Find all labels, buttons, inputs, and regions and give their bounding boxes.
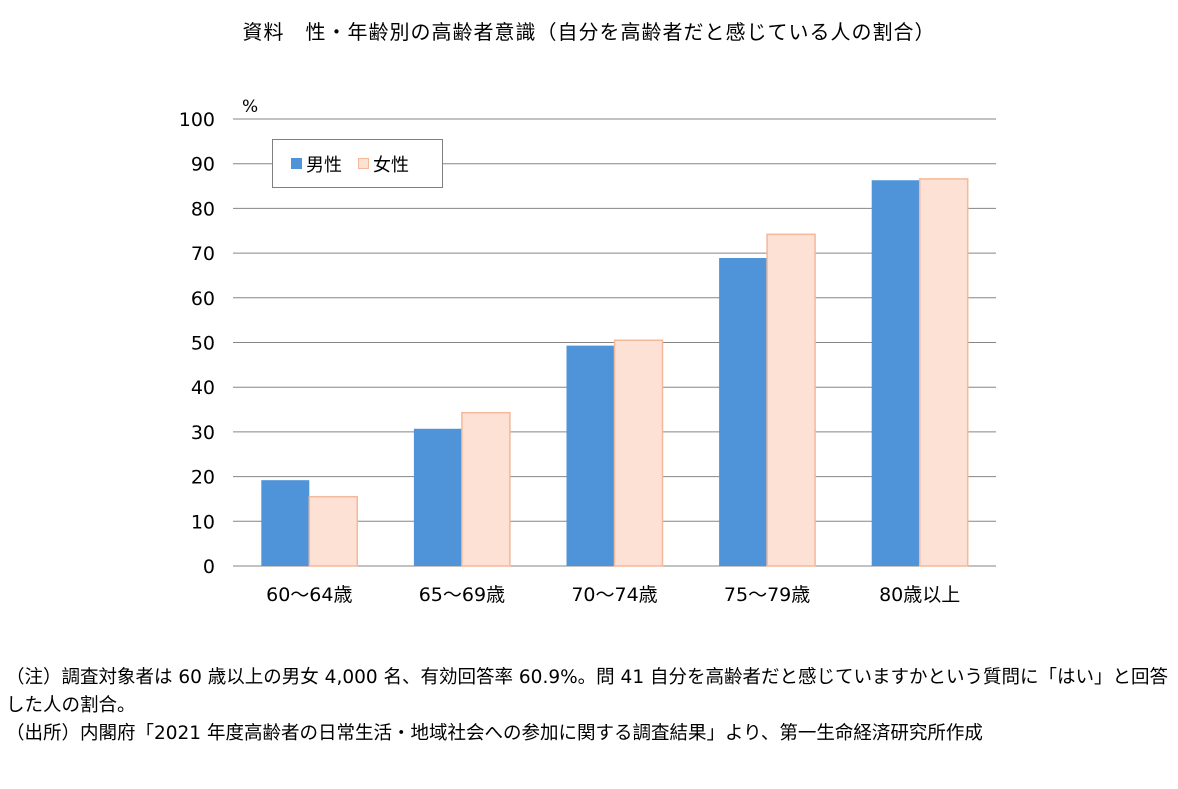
y-tick-label: 20 <box>191 467 215 489</box>
y-tick-label: 60 <box>191 288 215 310</box>
legend-item-male: 男性 <box>291 151 342 177</box>
x-tick-label: 70～74歳 <box>571 584 657 606</box>
chart-title: 資料 性・年齢別の高齢者意識（自分を高齢者だと感じている人の割合） <box>242 20 936 44</box>
bar-male-4 <box>871 180 920 566</box>
footnote-note: （注）調査対象者は 60 歳以上の男女 4,000 名、有効回答率 60.9%。… <box>6 667 1168 716</box>
legend-label-male: 男性 <box>306 154 342 176</box>
bar-female-3 <box>766 233 816 567</box>
x-tick-label: 60～64歳 <box>266 584 352 606</box>
bars <box>261 178 969 567</box>
footnotes: （注）調査対象者は 60 歳以上の男女 4,000 名、有効回答率 60.9%。… <box>6 664 1174 748</box>
y-tick-label: 90 <box>191 154 215 176</box>
bar-female-1 <box>461 411 511 567</box>
x-tick-label: 75～79歳 <box>724 584 810 606</box>
legend-swatch-female <box>358 158 369 169</box>
x-axis-ticks: 60～64歳 65～69歳 70～74歳 75～79歳 80歳以上 <box>266 584 960 606</box>
bar-female-0 <box>308 495 359 567</box>
y-tick-label: 40 <box>191 377 215 399</box>
bar-female-4 <box>918 178 969 567</box>
chart-legend: 男性 女性 <box>272 139 443 188</box>
legend-swatch-male <box>291 158 302 169</box>
gridlines <box>233 118 996 567</box>
y-tick-label: 70 <box>191 243 215 265</box>
y-tick-label: 0 <box>203 556 215 578</box>
legend-item-female: 女性 <box>358 151 409 177</box>
legend-label-female: 女性 <box>373 154 409 176</box>
y-tick-label: 50 <box>191 333 215 355</box>
footnote-source: （出所）内閣府「2021 年度高齢者の日常生活・地域社会への参加に関する調査結果… <box>6 723 983 744</box>
y-tick-label: 100 <box>179 109 215 131</box>
x-tick-label: 65～69歳 <box>419 584 505 606</box>
y-axis-unit-label: % <box>242 97 258 117</box>
y-tick-label: 10 <box>191 511 215 533</box>
bar-female-2 <box>613 339 664 567</box>
y-tick-label: 30 <box>191 422 215 444</box>
y-tick-label: 80 <box>191 198 215 220</box>
y-axis-ticks: 0 10 20 30 40 50 60 70 80 90 100 <box>179 109 215 578</box>
bar-male-3 <box>719 258 768 566</box>
bar-male-0 <box>261 480 310 566</box>
bar-chart: 0 10 20 30 40 50 60 70 80 90 100 60～64歳 65～69歳 70～74… <box>179 97 996 606</box>
bar-male-2 <box>566 345 615 566</box>
bar-male-1 <box>413 428 462 566</box>
x-tick-label: 80歳以上 <box>879 584 960 606</box>
